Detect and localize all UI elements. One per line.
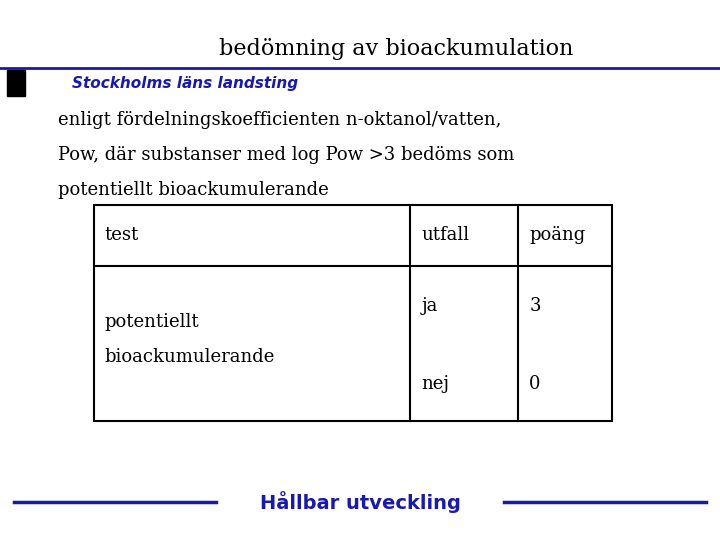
Text: ja: ja	[421, 297, 438, 315]
Text: bedömning av bioackumulation: bedömning av bioackumulation	[219, 38, 573, 60]
Bar	[7, 70, 25, 96]
Text: 0: 0	[529, 375, 541, 393]
Text: nej: nej	[421, 375, 449, 393]
Text: Stockholms läns landsting: Stockholms läns landsting	[72, 76, 298, 91]
Text: potentiellt bioackumulerande: potentiellt bioackumulerande	[58, 181, 328, 199]
Text: Hållbar utveckling: Hållbar utveckling	[260, 491, 460, 513]
Text: Pow, där substanser med log Pow >3 bedöms som: Pow, där substanser med log Pow >3 bedöm…	[58, 146, 514, 164]
Text: 3: 3	[529, 297, 541, 315]
Text: potentiellt: potentiellt	[104, 313, 199, 331]
Text: utfall: utfall	[421, 226, 469, 245]
Text: enligt fördelningskoefficienten n-oktanol/vatten,: enligt fördelningskoefficienten n-oktano…	[58, 111, 501, 129]
Text: test: test	[104, 226, 139, 245]
Bar	[94, 205, 612, 421]
Text: bioackumulerande: bioackumulerande	[104, 348, 275, 366]
Text: poäng: poäng	[529, 226, 585, 245]
